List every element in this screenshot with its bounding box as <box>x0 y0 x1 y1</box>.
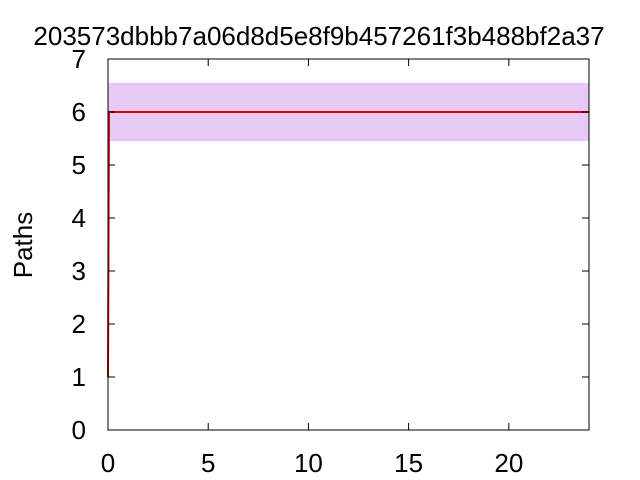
y-tick-label: 2 <box>72 309 86 339</box>
series-layer <box>107 111 589 378</box>
plot-frame <box>107 58 590 431</box>
y-tick-label: 6 <box>72 97 86 127</box>
x-tick-label: 5 <box>201 448 215 478</box>
series-line-1 <box>107 111 589 378</box>
y-tick-label: 7 <box>72 44 86 74</box>
y-tick-label: 4 <box>72 203 86 233</box>
y-tick-label: 1 <box>72 362 86 392</box>
chart-title: 203573dbbb7a06d8d5e8f9b457261f3b488bf2a3… <box>33 21 604 51</box>
y-axis-label: Paths <box>8 212 38 279</box>
x-tick-label: 15 <box>394 448 423 478</box>
x-tick-label: 10 <box>294 448 323 478</box>
axes-layer: 0 5 10 15 20 0 1 2 3 4 5 6 7 <box>72 44 590 478</box>
y-tick-label: 5 <box>72 150 86 180</box>
y-tick-label: 3 <box>72 256 86 286</box>
y-tick-label: 0 <box>72 415 86 445</box>
x-tick-label: 0 <box>101 448 115 478</box>
x-tick-label: 20 <box>494 448 523 478</box>
